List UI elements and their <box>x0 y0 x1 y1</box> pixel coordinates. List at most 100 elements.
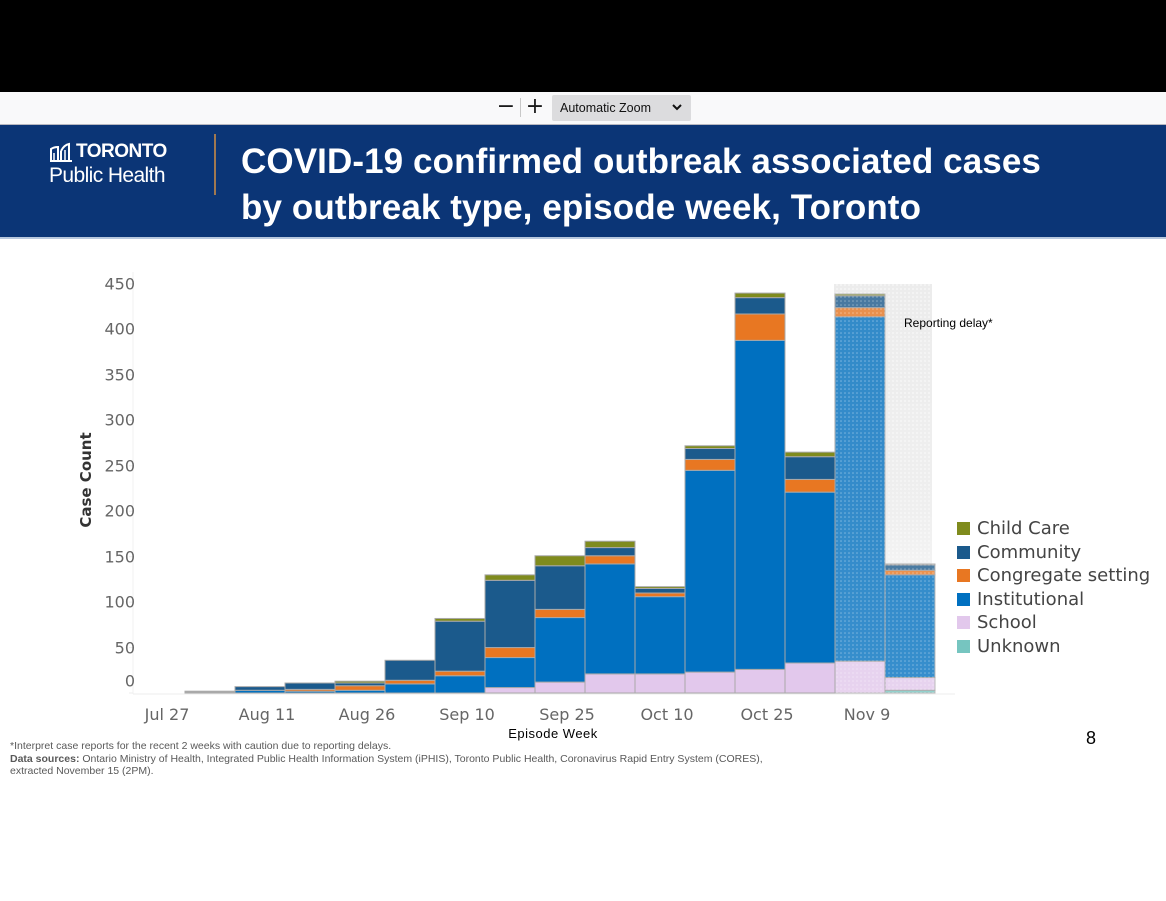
bar-segment-child-care <box>684 445 736 450</box>
bar-segment-congregate-setting <box>384 679 436 685</box>
zoom-level-value: Automatic Zoom <box>560 101 652 115</box>
y-tick-label: 400 <box>104 319 135 339</box>
bar-segment-child-care <box>734 292 786 299</box>
bar-stack-oct-4 <box>634 586 686 694</box>
bar-stack-aug-9 <box>234 686 286 694</box>
legend-label: Congregate setting <box>977 565 1151 587</box>
bar-segment-congregate-setting <box>434 670 486 677</box>
slide-title-line-1: COVID-19 confirmed outbreak associated c… <box>241 142 1041 181</box>
slide-title-line-2: by outbreak type, episode week, Toronto <box>241 188 922 227</box>
x-tick-label: Nov 9 <box>843 705 891 724</box>
y-axis-title: Case Count <box>77 432 95 528</box>
toolbar-separator <box>520 98 521 117</box>
x-tick-label: Oct 10 <box>640 705 694 724</box>
minus-icon: − <box>496 94 516 119</box>
legend-item-unknown: Unknown <box>957 635 1150 659</box>
bar-segment-child-care <box>784 451 836 458</box>
bar-stack-aug-16 <box>284 682 336 694</box>
legend-swatch <box>957 569 970 583</box>
legend-label: Unknown <box>977 635 1061 657</box>
legend-swatch <box>957 545 970 559</box>
bar-segment-congregate-setting <box>484 647 536 659</box>
x-tick-label: Jul 27 <box>144 705 190 724</box>
x-tick-label: Aug 11 <box>238 705 296 724</box>
bar-stack-oct-11 <box>684 445 736 694</box>
legend-swatch <box>957 616 970 630</box>
bar-segment-child-care <box>434 617 486 622</box>
bar-stack-aug-23 <box>334 680 386 694</box>
chevron-down-icon <box>672 99 682 118</box>
bar-segment-institutional <box>484 657 536 689</box>
bar-segment-community <box>434 620 486 672</box>
bar-segment-community <box>184 690 236 693</box>
bar-stack-nov-1 <box>834 293 886 694</box>
bar-stack-sep-27 <box>584 540 636 694</box>
bar-segment-community <box>484 579 536 649</box>
bar-stack-aug-2 <box>184 690 236 694</box>
bar-stack-oct-25 <box>784 451 836 694</box>
data-sources-text: Ontario Ministry of Health, Integrated P… <box>79 752 763 765</box>
bar-segment-community <box>284 682 336 690</box>
bar-segment-institutional <box>784 491 836 664</box>
bar-segment-texture <box>885 677 935 691</box>
data-sources-note: Data sources: Ontario Ministry of Health… <box>10 753 763 766</box>
bar-segment-congregate-setting <box>784 478 836 493</box>
bar-segment-institutional <box>734 339 786 670</box>
header-divider <box>214 134 216 195</box>
bar-segment-school <box>634 673 686 694</box>
bar-segment-congregate-setting <box>684 458 736 471</box>
bar-segment-community <box>734 297 786 315</box>
logo-public-health-text: Public Health <box>49 164 166 187</box>
x-tick-label: Oct 25 <box>740 705 794 724</box>
zoom-level-select[interactable]: Automatic Zoom <box>552 95 691 121</box>
legend-item-school: School <box>957 611 1150 635</box>
bar-segment-institutional <box>384 683 436 694</box>
pdf-viewer-toolbar: − + Automatic Zoom <box>0 92 1166 125</box>
y-tick-label: 50 <box>114 638 135 658</box>
legend-label: Community <box>977 541 1082 563</box>
bar-segment-child-care <box>584 540 636 549</box>
bar-segment-institutional <box>634 596 686 675</box>
reporting-delay-annotation: Reporting delay* <box>904 316 993 330</box>
window-top-bar <box>0 0 1166 92</box>
y-tick-label: 450 <box>104 274 135 294</box>
bar-segment-institutional <box>534 617 586 683</box>
bar-segment-child-care <box>484 574 536 581</box>
city-hall-icon <box>50 142 72 162</box>
bar-segment-texture <box>835 316 885 662</box>
bar-segment-congregate-setting <box>334 685 386 691</box>
slide-title: COVID-19 confirmed outbreak associated c… <box>241 139 1041 231</box>
footnote: *Interpret case reports for the recent 2… <box>10 740 763 778</box>
bar-segment-school <box>784 662 836 694</box>
bar-segment-congregate-setting <box>634 592 686 598</box>
zoom-out-button[interactable]: − <box>494 95 518 119</box>
bar-segment-child-care <box>534 555 586 567</box>
legend-label: Institutional <box>977 588 1085 610</box>
bar-segment-texture <box>835 293 885 296</box>
toronto-public-health-logo: TORONTO Public Health <box>49 141 167 188</box>
y-tick-label: 100 <box>104 592 135 612</box>
legend-item-child-care: Child Care <box>957 517 1150 541</box>
bar-stack-nov-8 <box>884 563 936 694</box>
y-tick-label: 300 <box>104 410 135 430</box>
bar-segment-community <box>784 456 836 480</box>
bar-segment-community <box>584 547 636 557</box>
data-sources-label: Data sources: <box>10 752 80 765</box>
bar-segment-institutional <box>584 563 636 675</box>
reporting-delay-note: *Interpret case reports for the recent 2… <box>10 740 392 752</box>
bar-segment-school <box>684 671 736 694</box>
zoom-in-button[interactable]: + <box>523 95 547 119</box>
bar-stack-oct-18 <box>734 292 786 694</box>
bar-segment-congregate-setting <box>534 608 586 619</box>
x-tick-label: Sep 10 <box>439 705 495 724</box>
y-tick-label: 350 <box>104 365 135 385</box>
bar-stack-sep-6 <box>434 617 486 694</box>
bar-segment-congregate-setting <box>584 555 636 565</box>
bar-segment-school <box>534 681 586 694</box>
legend-item-institutional: Institutional <box>957 588 1150 612</box>
legend-item-congregate-setting: Congregate setting <box>957 564 1150 588</box>
legend-swatch <box>957 522 970 536</box>
bar-segment-community <box>234 686 286 691</box>
bar-segment-community <box>534 565 586 610</box>
extraction-date: extracted November 15 (2PM). <box>10 765 154 777</box>
